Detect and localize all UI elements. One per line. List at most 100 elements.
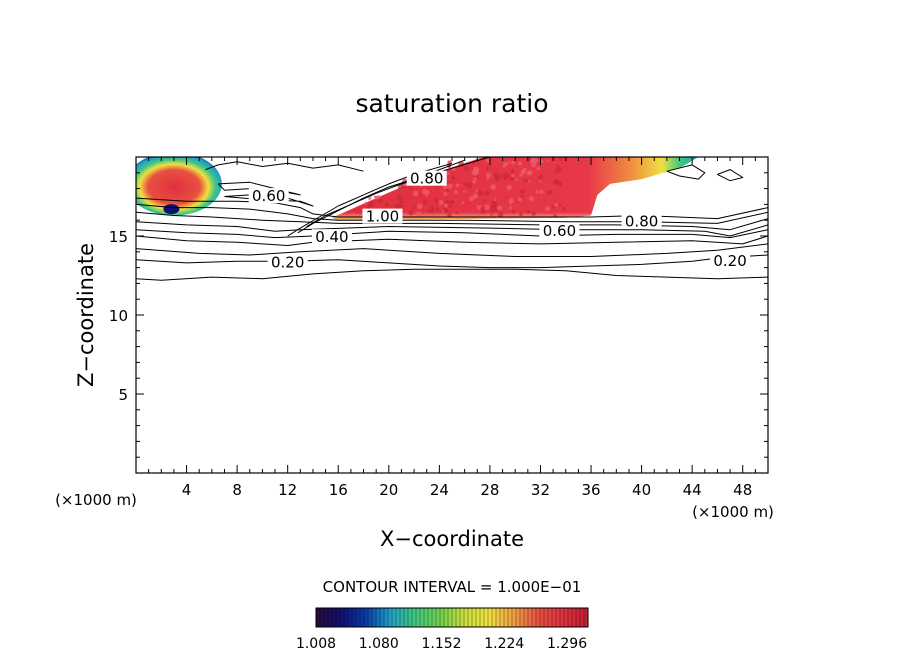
plume-speckle	[509, 176, 514, 182]
contour-label-bg	[267, 254, 308, 270]
plume-speckle	[397, 194, 401, 197]
plume-speckle	[536, 166, 541, 171]
contour-line	[136, 229, 768, 239]
plume-speckle	[399, 199, 404, 204]
plume-speckle	[506, 184, 513, 191]
plume-speckle	[505, 196, 508, 199]
plume-speckle	[435, 207, 440, 212]
contour-line	[205, 161, 364, 172]
plume-speckle	[510, 168, 515, 173]
x-tick-label: 12	[278, 481, 297, 499]
x-tick-label: 44	[683, 481, 702, 499]
contour-line	[136, 235, 768, 246]
plume-speckle	[557, 181, 563, 187]
plume-speckle	[482, 206, 486, 209]
plume-speckle	[494, 171, 500, 178]
plume-speckle	[482, 199, 487, 203]
plume-speckle	[403, 200, 406, 203]
contour-label: 0.60	[252, 187, 285, 205]
contour-label-bg	[311, 229, 352, 245]
x-tick-label: 40	[632, 481, 651, 499]
plume-speckle	[430, 205, 434, 209]
contour-label-bg	[621, 213, 662, 229]
colorbar: 1.008 1.080 1.152 1.224 1.296	[296, 607, 589, 652]
plume-speckle	[503, 172, 510, 179]
contour-label-bg	[539, 222, 580, 238]
x-tick-label: 28	[480, 481, 499, 499]
x-tick-label: 36	[581, 481, 600, 499]
plume-speckle	[553, 213, 557, 217]
plume-speckle	[554, 202, 559, 207]
colorbar-stripes	[319, 608, 585, 627]
contour-line	[666, 164, 706, 180]
plume-speckle	[545, 206, 551, 212]
plume-speckle	[494, 175, 501, 182]
plume-speckle	[546, 189, 553, 196]
plume-speckle	[497, 211, 504, 218]
plume-speckle	[438, 200, 444, 206]
plume-speckle	[427, 208, 432, 213]
plume-speckle	[453, 190, 458, 195]
plume-speckle	[472, 162, 475, 165]
contour-label: 0.20	[271, 253, 304, 271]
y-axis-label: Z−coordinate	[74, 243, 98, 387]
plume-speckle	[447, 213, 452, 218]
plume-speckle	[561, 207, 566, 211]
plume-speckle	[539, 189, 544, 194]
plume-speckle	[446, 171, 450, 176]
contour-line	[136, 254, 768, 269]
plume-speckle	[493, 213, 497, 217]
plume-speckle	[511, 174, 515, 178]
plume-speckle	[491, 200, 498, 207]
colorbar-tick-label: 1.224	[484, 636, 524, 652]
plume-speckle	[553, 171, 557, 174]
plume-speckle	[503, 161, 508, 166]
plume-speckle	[412, 207, 416, 210]
plume-speckle	[415, 211, 422, 218]
plume-speckle	[374, 195, 379, 200]
contour-line	[717, 169, 744, 182]
plume-speckle	[507, 161, 510, 164]
contour-label: 0.40	[315, 228, 348, 246]
plume-speckle	[417, 203, 423, 210]
plume-speckle	[483, 204, 490, 210]
plume-speckle	[531, 211, 536, 216]
plume-speckle	[455, 210, 459, 215]
y-tick-label: 15	[109, 228, 128, 246]
plume-speckle	[443, 191, 448, 197]
plume-speckle	[418, 193, 422, 197]
plume-speckle	[529, 159, 534, 164]
plume-speckle	[517, 161, 523, 166]
plume-speckle	[535, 190, 540, 194]
plume-speckle	[367, 196, 372, 200]
plume-speckle	[551, 205, 555, 209]
plume-speckle	[443, 203, 448, 208]
plume-speckle	[547, 159, 550, 163]
plume-speckle	[542, 199, 545, 202]
plume-speckle	[367, 205, 370, 209]
plume-speckle	[476, 204, 482, 210]
plume-speckle	[480, 207, 484, 211]
plume-speckle	[425, 194, 428, 197]
plume-speckle	[461, 201, 465, 204]
plume-speckle	[434, 197, 439, 203]
plume-speckle	[490, 213, 493, 217]
plume-speckle	[463, 165, 469, 171]
plume-speckle	[472, 180, 476, 184]
plume-speckle	[364, 201, 368, 205]
plume-speckle	[420, 185, 423, 188]
colorbar-tick-label: 1.296	[547, 636, 587, 652]
plume-speckle	[539, 173, 542, 176]
plume-speckle	[528, 196, 534, 202]
plume-speckle	[463, 181, 470, 188]
plume-speckle	[448, 204, 453, 209]
contour-line	[306, 157, 491, 227]
plume-speckle	[490, 209, 495, 214]
colorbar-tick-label: 1.008	[296, 636, 336, 652]
plume-speckle	[430, 208, 435, 213]
contour-label: 0.80	[410, 170, 443, 188]
contour-line	[136, 268, 768, 281]
colorbar-tick-label: 1.080	[359, 636, 399, 652]
plume-speckle	[552, 179, 559, 186]
plume-speckle	[519, 173, 523, 177]
